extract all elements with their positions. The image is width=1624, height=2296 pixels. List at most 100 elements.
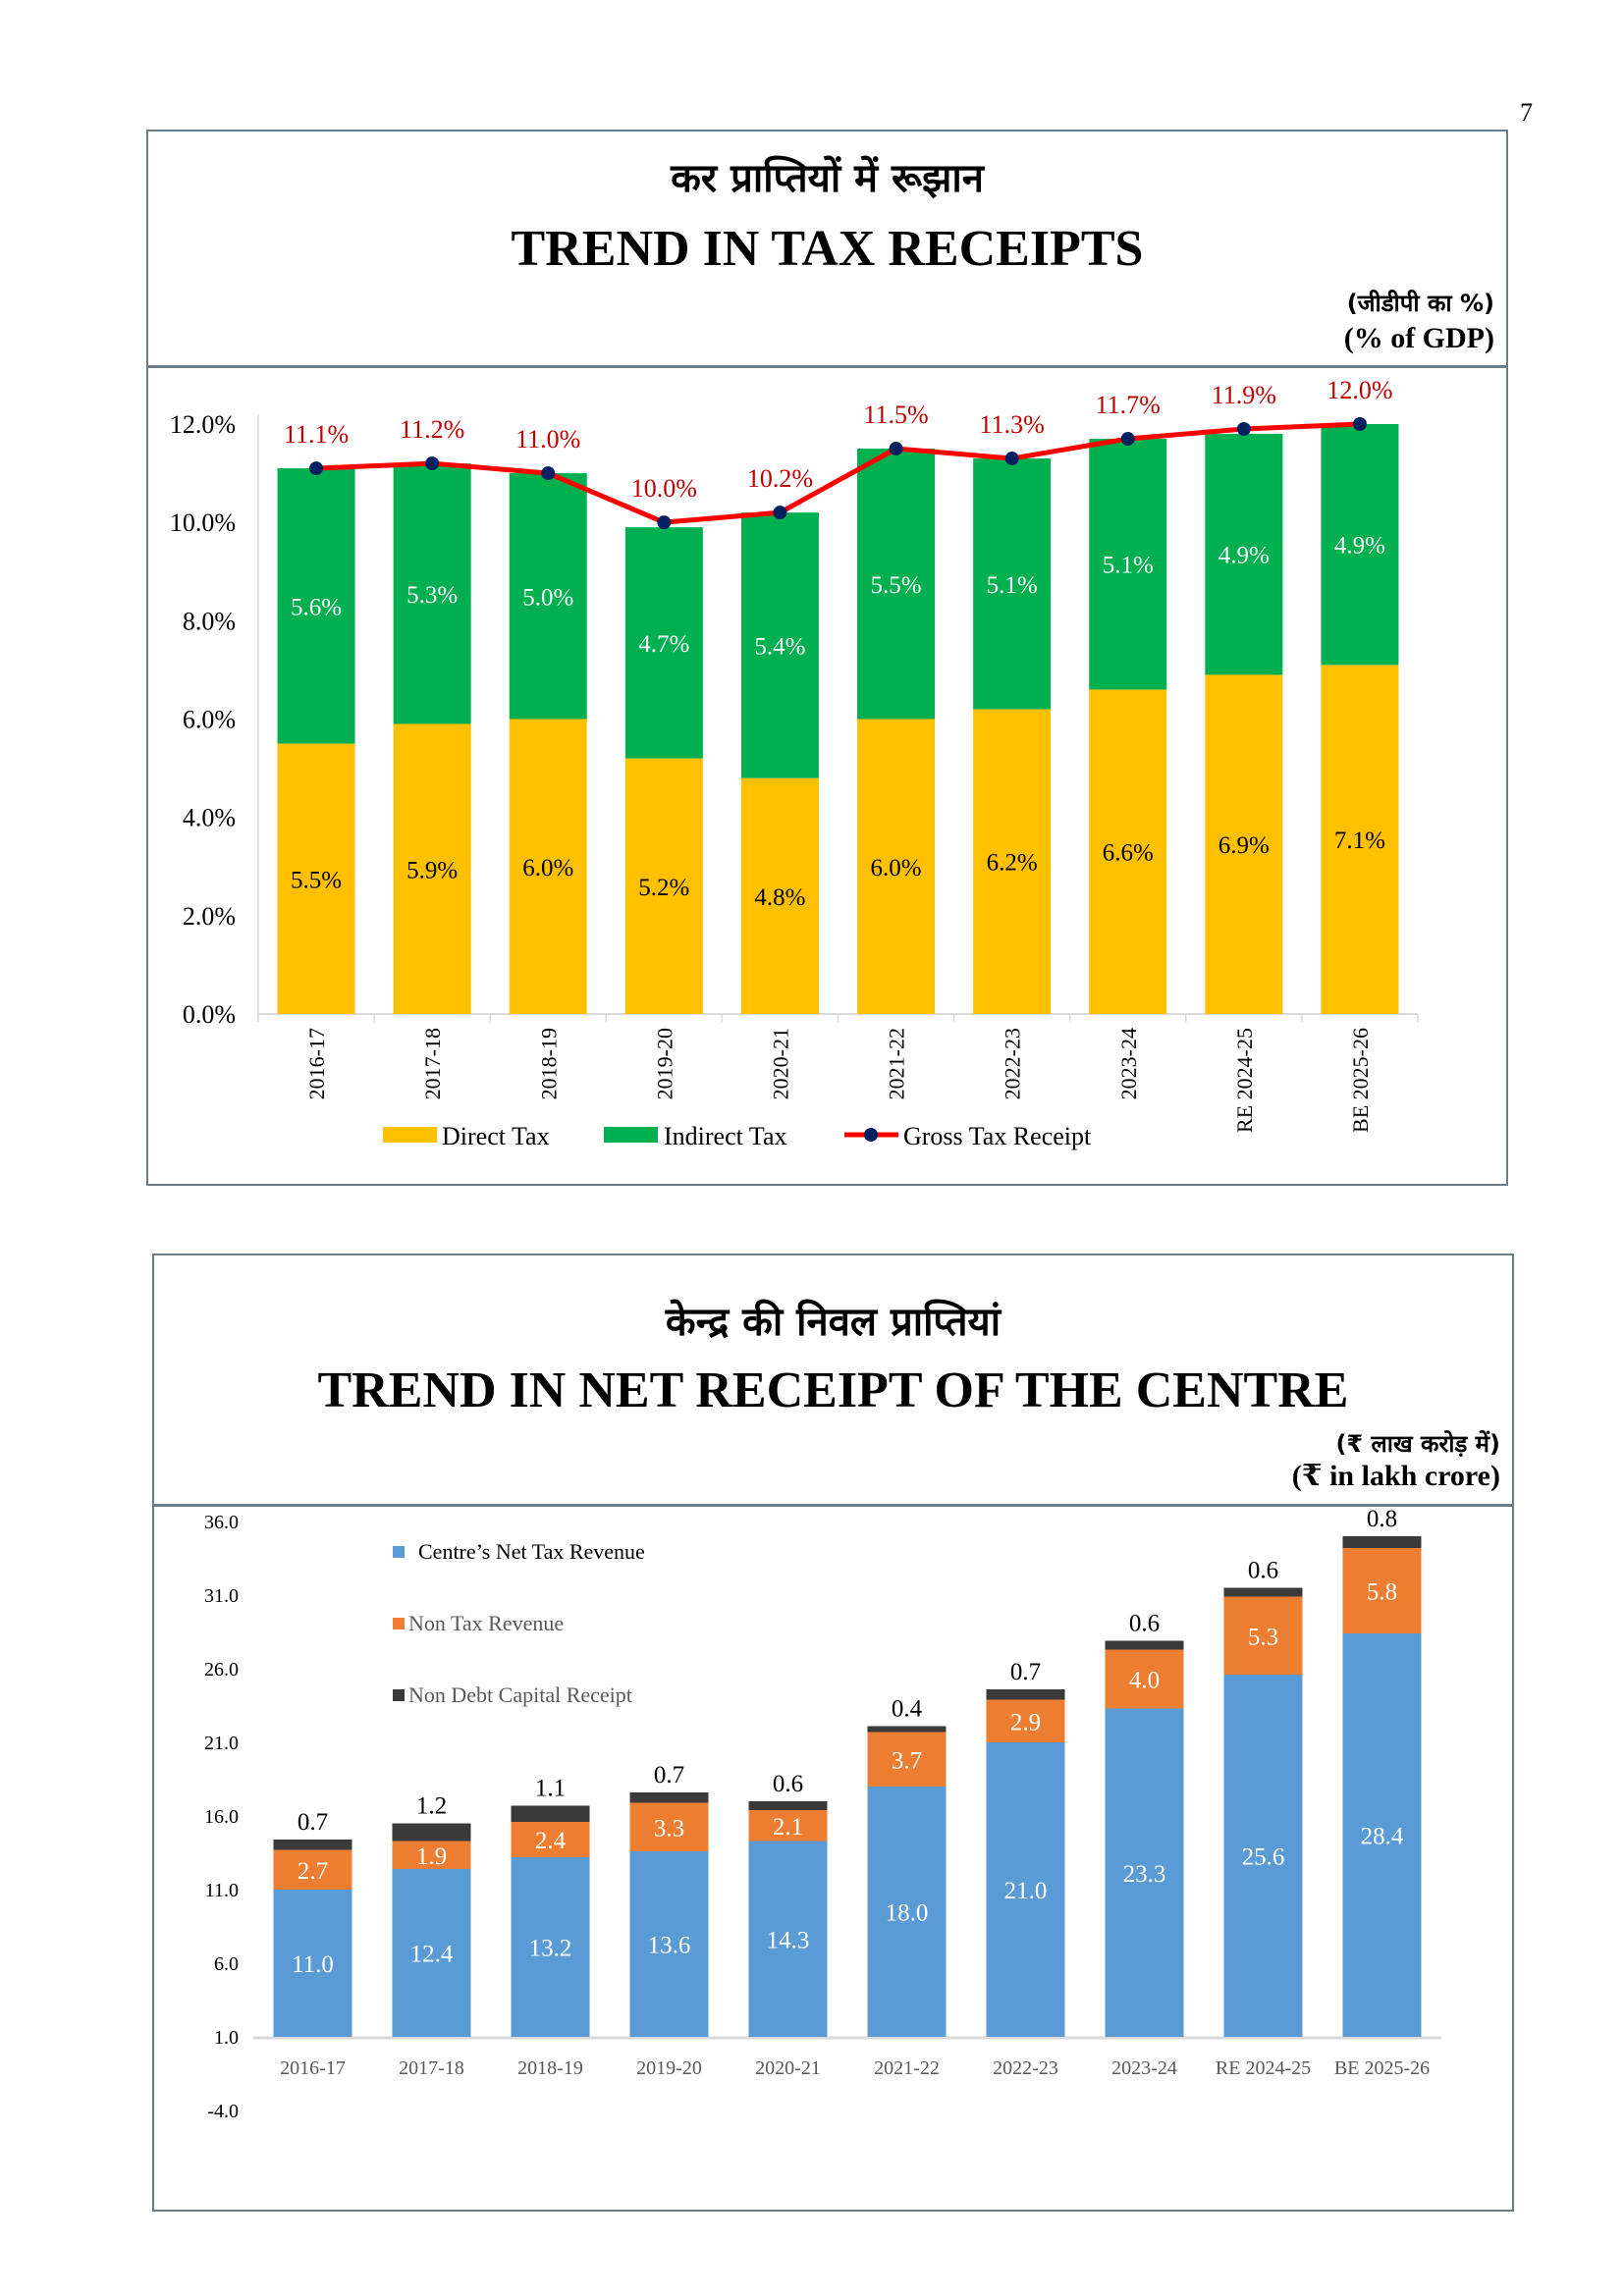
x-tick-label: 2018-19 xyxy=(517,2057,583,2079)
x-tick-label: 2017-18 xyxy=(399,2057,464,2079)
y-tick-label: 8.0% xyxy=(183,607,236,635)
bar-non-debt-capital xyxy=(986,1689,1065,1700)
net-receipt-title: TREND IN NET RECEIPT OF THE CENTRE xyxy=(317,1362,1349,1418)
gross-tax-label: 11.1% xyxy=(284,420,349,449)
net-tax-revenue-label: 23.3 xyxy=(1123,1861,1166,1888)
x-tick-label: 2022-23 xyxy=(1001,1028,1025,1099)
non-tax-revenue-label: 2.4 xyxy=(535,1828,567,1854)
y-tick-label: 16.0 xyxy=(204,1806,239,1828)
x-tick-label: 2016-17 xyxy=(280,2057,346,2079)
gross-tax-label: 10.2% xyxy=(747,464,813,493)
y-tick-label: 6.0 xyxy=(214,1953,239,1975)
net-receipt-unit: (₹ in lakh crore) xyxy=(1291,1460,1500,1492)
net-tax-revenue-label: 11.0 xyxy=(292,1951,334,1978)
y-tick-label: 26.0 xyxy=(204,1659,239,1681)
bar-net-tax-revenue xyxy=(986,1742,1065,2037)
bar-net-tax-revenue xyxy=(511,1857,590,2037)
non-tax-revenue-label: 5.3 xyxy=(1248,1624,1278,1650)
non-debt-capital-label: 0.7 xyxy=(1010,1659,1041,1685)
gross-tax-marker xyxy=(1120,432,1135,447)
non-debt-capital-label: 0.6 xyxy=(773,1771,803,1797)
bar-non-debt-capital xyxy=(748,1801,828,1810)
bar-net-tax-revenue xyxy=(867,1787,947,2037)
gross-tax-marker xyxy=(425,456,440,471)
non-debt-capital-label: 1.2 xyxy=(416,1793,447,1820)
y-tick-label: 10.0% xyxy=(170,508,236,537)
x-tick-label: 2019-20 xyxy=(636,2057,702,2079)
page-number: 7 xyxy=(1520,98,1533,127)
non-tax-revenue-label: 2.7 xyxy=(298,1858,328,1885)
direct-tax-label: 7.1% xyxy=(1334,828,1385,854)
net-tax-revenue-label: 12.4 xyxy=(410,1942,454,1968)
non-debt-capital-label: 0.8 xyxy=(1367,1506,1397,1532)
x-tick-label: 2018-19 xyxy=(536,1028,561,1099)
y-tick-label: 0.0% xyxy=(183,1000,236,1029)
gross-tax-marker xyxy=(541,466,556,481)
gross-tax-label: 11.0% xyxy=(515,425,580,454)
non-debt-capital-label: 0.4 xyxy=(892,1696,923,1723)
x-tick-label: 2017-18 xyxy=(420,1028,445,1099)
legend-non-debt-capital-swatch xyxy=(393,1689,405,1701)
indirect-tax-label: 5.3% xyxy=(406,582,458,609)
indirect-tax-label: 5.1% xyxy=(1103,553,1154,579)
bar-non-debt-capital xyxy=(511,1805,590,1822)
direct-tax-label: 6.9% xyxy=(1218,832,1270,859)
direct-tax-label: 5.5% xyxy=(291,867,342,893)
gross-tax-label: 11.5% xyxy=(863,400,928,429)
bar-direct-tax xyxy=(740,777,819,1014)
bar-net-tax-revenue xyxy=(1223,1675,1303,2037)
y-tick-label: 31.0 xyxy=(204,1585,239,1607)
direct-tax-label: 4.8% xyxy=(754,884,805,911)
direct-tax-label: 6.0% xyxy=(871,855,922,881)
non-tax-revenue-label: 1.9 xyxy=(416,1843,447,1870)
bar-indirect-tax xyxy=(624,527,703,759)
tax-receipts-unit-hindi: (जीडीपी का %) xyxy=(1346,290,1494,317)
non-tax-revenue-label: 5.8 xyxy=(1367,1579,1397,1606)
y-tick-label: 4.0% xyxy=(183,804,236,832)
gross-tax-marker xyxy=(889,442,903,456)
gross-tax-marker xyxy=(309,461,324,476)
bar-indirect-tax xyxy=(857,449,936,720)
gross-tax-label: 11.3% xyxy=(980,410,1045,439)
indirect-tax-label: 5.0% xyxy=(522,584,573,611)
bar-non-tax-revenue xyxy=(748,1810,828,1842)
bar-non-debt-capital xyxy=(392,1823,471,1842)
bar-non-tax-revenue xyxy=(392,1841,471,1869)
y-tick-label: 2.0% xyxy=(183,902,236,931)
net-receipt-header: केन्द्र की निवल प्राप्तियां TREND IN NET… xyxy=(154,1255,1512,1507)
non-tax-revenue-label: 2.9 xyxy=(1010,1709,1041,1735)
bar-direct-tax xyxy=(509,719,587,1014)
legend-net-tax-revenue-label: Centre’s Net Tax Revenue xyxy=(418,1539,645,1564)
legend-swatch-direct-tax xyxy=(383,1127,437,1143)
bar-direct-tax xyxy=(973,709,1052,1014)
net-tax-revenue-label: 25.6 xyxy=(1242,1844,1285,1871)
indirect-tax-label: 4.9% xyxy=(1218,543,1270,569)
bar-indirect-tax xyxy=(1321,424,1399,666)
net-tax-revenue-label: 21.0 xyxy=(1004,1878,1048,1904)
bar-direct-tax xyxy=(857,719,936,1014)
gross-tax-label: 11.7% xyxy=(1096,391,1161,419)
bar-non-debt-capital xyxy=(1342,1536,1422,1548)
bar-non-tax-revenue xyxy=(629,1802,709,1851)
bar-net-tax-revenue xyxy=(629,1851,709,2037)
y-tick-label: 11.0 xyxy=(205,1880,239,1901)
direct-tax-label: 6.2% xyxy=(987,850,1038,877)
net-tax-revenue-label: 13.6 xyxy=(648,1933,691,1959)
bar-non-tax-revenue xyxy=(986,1699,1065,1742)
gross-tax-marker xyxy=(773,506,787,520)
bar-non-debt-capital xyxy=(629,1792,709,1803)
direct-tax-label: 6.6% xyxy=(1103,840,1154,867)
tax-receipts-title: TREND IN TAX RECEIPTS xyxy=(511,221,1144,277)
indirect-tax-label: 4.9% xyxy=(1334,533,1385,560)
bar-direct-tax xyxy=(624,758,703,1014)
x-tick-label: 2020-21 xyxy=(768,1028,792,1099)
bar-non-tax-revenue xyxy=(273,1849,352,1890)
legend-swatch-gross-marker xyxy=(864,1128,878,1142)
net-tax-revenue-label: 14.3 xyxy=(767,1927,810,1953)
x-tick-label: 2023-24 xyxy=(1111,2057,1177,2079)
direct-tax-label: 6.0% xyxy=(522,855,573,881)
y-tick-label: 36.0 xyxy=(204,1512,239,1533)
bar-non-tax-revenue xyxy=(1223,1596,1303,1675)
y-tick-label: 21.0 xyxy=(204,1733,239,1754)
